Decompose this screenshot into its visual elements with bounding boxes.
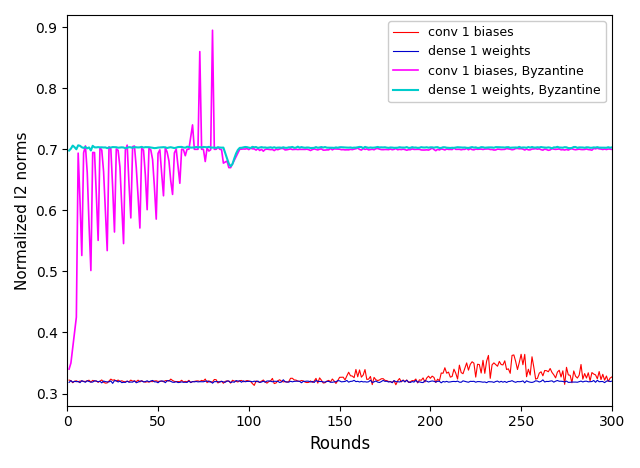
conv 1 biases [67,378,75,383]
dense 1 weights [390,378,398,383]
dense 1 weights, Byzantine [608,145,616,150]
dense 1 weights [526,380,534,385]
conv 1 biases, Byzantine [559,147,566,153]
dense 1 weights, Byzantine [561,144,568,150]
dense 1 weights, Byzantine [401,145,409,150]
Line: dense 1 weights, Byzantine: dense 1 weights, Byzantine [69,146,612,166]
dense 1 weights [280,377,287,382]
dense 1 weights [561,379,568,385]
conv 1 biases, Byzantine [67,360,75,366]
conv 1 biases [399,377,407,383]
dense 1 weights [67,378,75,383]
dense 1 weights, Byzantine [392,145,400,151]
dense 1 weights, Byzantine [74,143,82,148]
conv 1 biases [390,378,398,383]
conv 1 biases, Byzantine [209,28,216,33]
dense 1 weights, Byzantine [227,163,234,169]
conv 1 biases [250,382,258,388]
Legend: conv 1 biases, dense 1 weights, conv 1 biases, Byzantine, dense 1 weights, Byzan: conv 1 biases, dense 1 weights, conv 1 b… [388,21,605,102]
conv 1 biases [608,374,616,380]
conv 1 biases, Byzantine [525,147,532,153]
dense 1 weights, Byzantine [65,148,73,154]
dense 1 weights [65,380,73,385]
Line: dense 1 weights: dense 1 weights [69,380,612,383]
Y-axis label: Normalized l2 norms: Normalized l2 norms [15,131,30,290]
dense 1 weights [392,379,400,385]
conv 1 biases, Byzantine [399,146,407,152]
conv 1 biases [561,381,568,387]
dense 1 weights, Byzantine [67,146,75,152]
dense 1 weights, Byzantine [390,145,398,151]
conv 1 biases [526,372,534,378]
conv 1 biases, Byzantine [388,147,396,153]
conv 1 biases [517,351,525,357]
conv 1 biases, Byzantine [65,366,73,372]
Line: conv 1 biases, Byzantine: conv 1 biases, Byzantine [69,30,612,369]
dense 1 weights, Byzantine [526,145,534,150]
dense 1 weights [401,379,409,385]
conv 1 biases [65,377,73,383]
conv 1 biases, Byzantine [608,146,616,152]
Line: conv 1 biases: conv 1 biases [69,354,612,385]
X-axis label: Rounds: Rounds [309,435,370,453]
dense 1 weights [109,380,116,386]
conv 1 biases [388,380,396,386]
conv 1 biases, Byzantine [390,146,398,152]
dense 1 weights [608,378,616,384]
